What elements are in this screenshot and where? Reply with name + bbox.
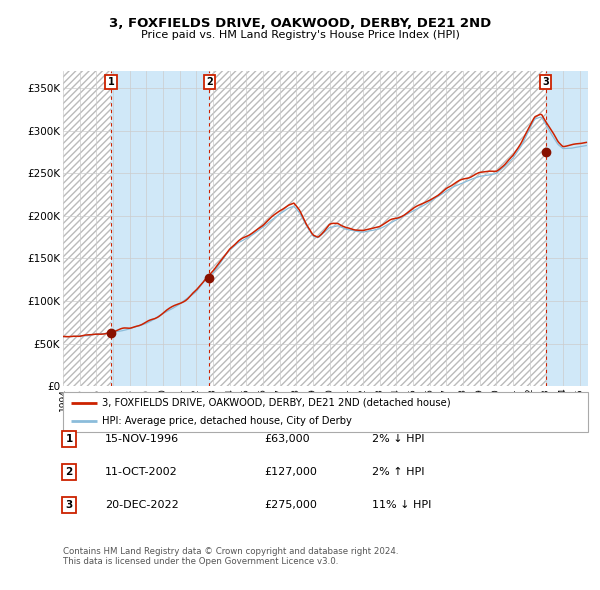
Text: 1: 1	[107, 77, 115, 87]
Bar	[111, 71, 209, 386]
Text: £275,000: £275,000	[264, 500, 317, 510]
Text: 11-OCT-2002: 11-OCT-2002	[105, 467, 178, 477]
Text: HPI: Average price, detached house, City of Derby: HPI: Average price, detached house, City…	[103, 416, 352, 426]
Text: 3: 3	[65, 500, 73, 510]
Text: 2% ↑ HPI: 2% ↑ HPI	[372, 467, 425, 477]
Text: 3: 3	[542, 77, 549, 87]
Text: £63,000: £63,000	[264, 434, 310, 444]
Text: 2% ↓ HPI: 2% ↓ HPI	[372, 434, 425, 444]
Bar	[209, 71, 546, 386]
Text: Contains HM Land Registry data © Crown copyright and database right 2024.: Contains HM Land Registry data © Crown c…	[63, 547, 398, 556]
Text: 20-DEC-2022: 20-DEC-2022	[105, 500, 179, 510]
Text: 2: 2	[206, 77, 213, 87]
Text: 2: 2	[65, 467, 73, 477]
Text: This data is licensed under the Open Government Licence v3.0.: This data is licensed under the Open Gov…	[63, 558, 338, 566]
Text: 15-NOV-1996: 15-NOV-1996	[105, 434, 179, 444]
Text: £127,000: £127,000	[264, 467, 317, 477]
Text: 3, FOXFIELDS DRIVE, OAKWOOD, DERBY, DE21 2ND (detached house): 3, FOXFIELDS DRIVE, OAKWOOD, DERBY, DE21…	[103, 398, 451, 408]
Text: 11% ↓ HPI: 11% ↓ HPI	[372, 500, 431, 510]
Bar	[546, 71, 588, 386]
Bar	[63, 71, 111, 386]
Text: Price paid vs. HM Land Registry's House Price Index (HPI): Price paid vs. HM Land Registry's House …	[140, 30, 460, 40]
Text: 1: 1	[65, 434, 73, 444]
Text: 3, FOXFIELDS DRIVE, OAKWOOD, DERBY, DE21 2ND: 3, FOXFIELDS DRIVE, OAKWOOD, DERBY, DE21…	[109, 17, 491, 30]
